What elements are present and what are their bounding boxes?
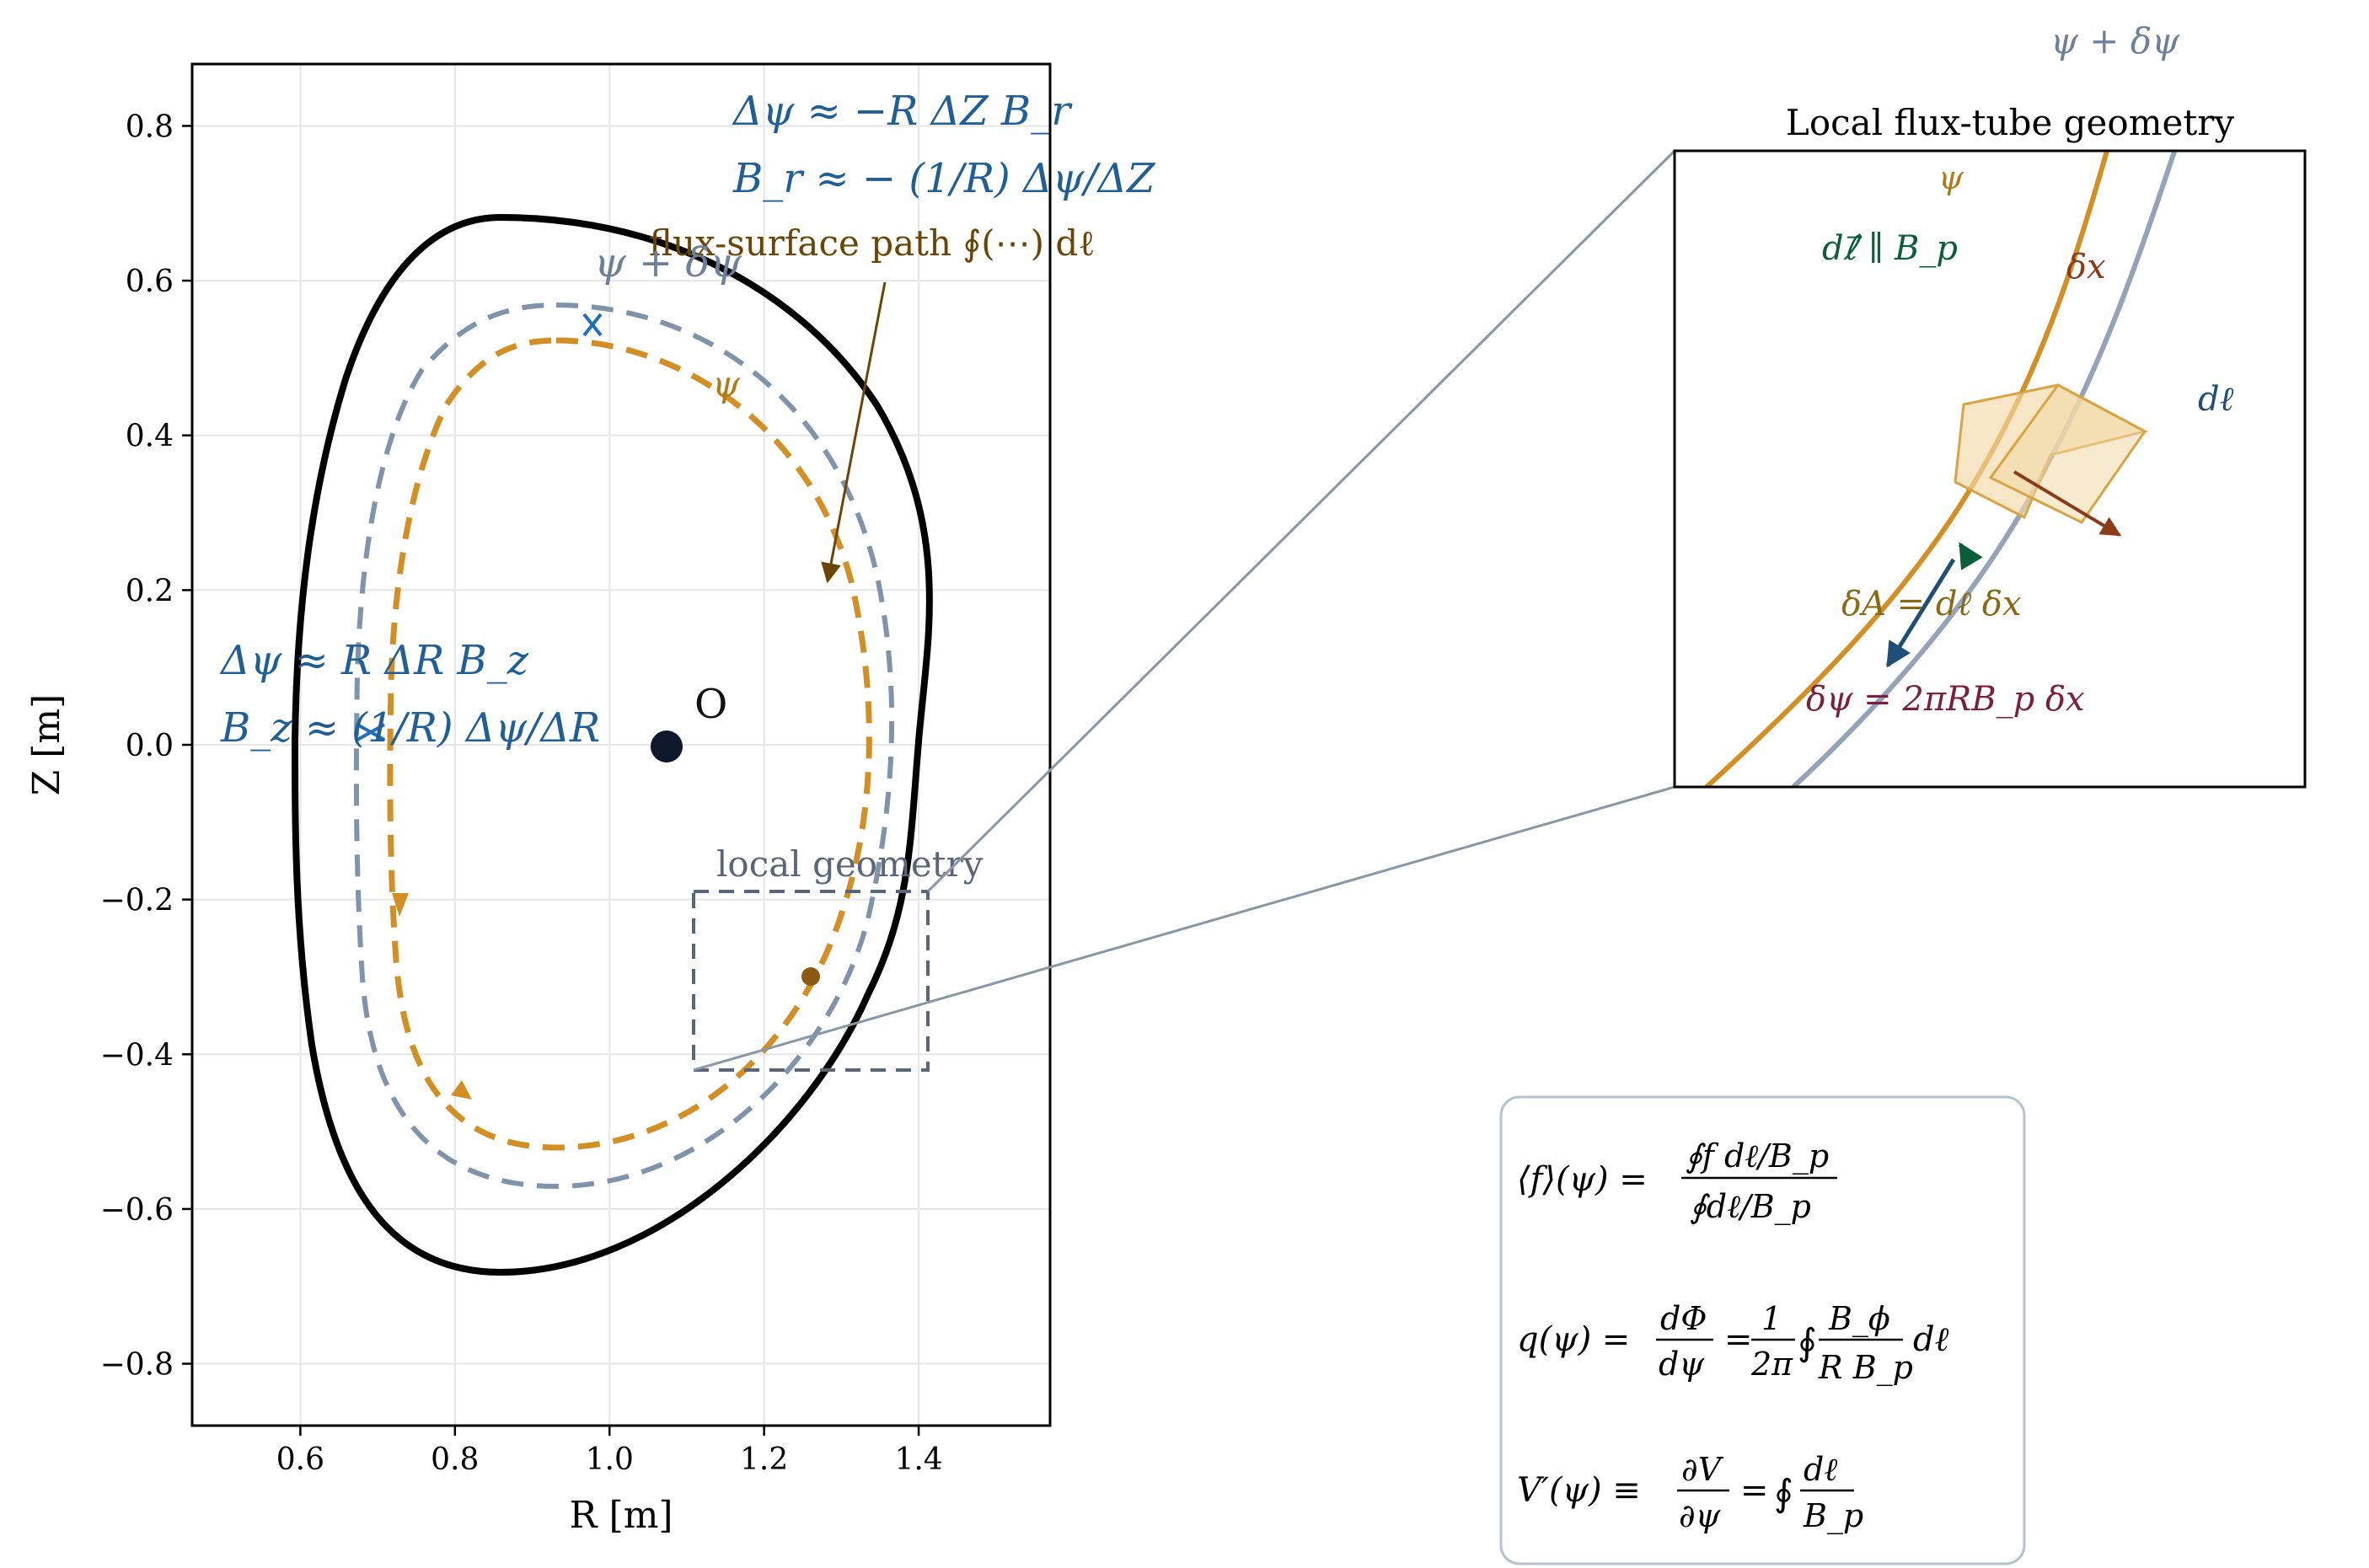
inset-label-area: δA = dℓ δx	[1841, 585, 2022, 623]
svg-text:dψ: dψ	[1659, 1346, 1705, 1383]
y-tick-label: 0.2	[126, 574, 174, 608]
path-annotation-label: flux-surface path ∮(⋯) dℓ	[649, 222, 1095, 264]
svg-text:q(ψ) =: q(ψ) =	[1517, 1320, 1630, 1359]
y-axis-label: Z [m]	[25, 694, 68, 796]
inset-frame	[1673, 149, 2307, 789]
inset-label-dpsi: δψ = 2πRB_p δx	[1806, 680, 2085, 719]
svg-text:dΦ: dΦ	[1660, 1300, 1707, 1337]
inset-label-dl: dℓ	[2198, 380, 2234, 419]
svg-text:dℓ: dℓ	[1804, 1451, 1837, 1488]
svg-text:1: 1	[1761, 1300, 1782, 1337]
x-axis-label: R [m]	[569, 1494, 673, 1537]
flow-arrow-bottom-left	[451, 1080, 472, 1100]
inset-label-psi: ψ	[1938, 159, 1964, 196]
label-psi-plus-main: ψ + δψ	[594, 239, 742, 286]
svg-text:=: =	[1724, 1320, 1753, 1359]
plasma-boundary	[291, 213, 933, 1276]
svg-text:∮: ∮	[1798, 1321, 1817, 1364]
x-tick-label: 1.2	[740, 1442, 788, 1477]
svg-text:2π: 2π	[1750, 1346, 1793, 1383]
formula-box: ⟨f⟩(ψ) = ∮f dℓ/B_p ∮dℓ/B_p q(ψ) = dΦ dψ …	[1499, 1095, 2026, 1565]
left-equation-2: B_z ≈ (1/R) Δψ/ΔR	[220, 704, 600, 752]
left-equation-1: Δψ ≈ R ΔR B_z	[219, 637, 529, 684]
connector-top	[926, 149, 1676, 893]
inset-panel: Local flux-tube geometry ψ + δψ ψ dℓ⃗ ∥ …	[1673, 20, 2307, 789]
formula-box-frame	[1499, 1095, 2026, 1565]
formula-safety-factor: q(ψ) = dΦ dψ = 1 2π ∮ B_ϕ R B_p dℓ	[1517, 1300, 1949, 1387]
y-tick-label: −0.4	[100, 1038, 174, 1073]
svg-text:∂V: ∂V	[1681, 1451, 1724, 1488]
y-tick-label: 0.4	[126, 420, 174, 454]
flow-arrow-left	[392, 893, 409, 917]
cross-marker-left	[356, 723, 385, 741]
top-equation-2: B_r ≈ − (1/R) Δψ/ΔZ	[732, 155, 1156, 202]
y-tick-label: 0.6	[126, 265, 174, 299]
dl-arrow	[1885, 558, 1956, 668]
y-tick-label: 0.8	[126, 110, 174, 144]
svg-text:dℓ: dℓ	[1913, 1320, 1949, 1359]
svg-text:∮: ∮	[1774, 1472, 1793, 1515]
svg-text:R B_p: R B_p	[1818, 1349, 1913, 1387]
inset-label-psi-plus: ψ + δψ	[2050, 20, 2180, 62]
formula-flux-average: ⟨f⟩(ψ) = ∮f dℓ/B_p ∮dℓ/B_p	[1517, 1137, 1837, 1226]
inset-label-dl-parallel: dℓ⃗ ∥ B_p	[1822, 229, 1958, 268]
magnetic-axis-point	[651, 730, 683, 763]
area-element-patch	[1988, 383, 2147, 524]
cross-marker-top	[582, 313, 603, 337]
surface-point	[801, 967, 820, 986]
svg-text:∂ψ: ∂ψ	[1679, 1497, 1722, 1534]
axis-point-label: O	[694, 681, 727, 728]
svg-text:V′(ψ) ≡: V′(ψ) ≡	[1517, 1471, 1641, 1510]
connector-bottom	[693, 785, 1675, 1072]
main-plot: O local geometry flux-surface path ∮(⋯) …	[25, 62, 1156, 1537]
top-equation-1: Δψ ≈ −R ΔZ B_r	[732, 88, 1073, 135]
y-tick-label: 0.0	[126, 729, 174, 763]
svg-text:=: =	[1740, 1471, 1769, 1510]
label-psi-main: ψ	[712, 363, 741, 404]
y-ticks: 0.8 0.6 0.4 0.2 0.0 −0.2 −0.4 −0.6 −0.8	[100, 110, 192, 1383]
x-tick-label: 0.6	[276, 1442, 324, 1477]
bp-arrow	[1958, 542, 1983, 570]
local-geometry-label: local geometry	[716, 843, 984, 885]
inset-title: Local flux-tube geometry	[1786, 102, 2234, 143]
inset-label-dx: δx	[2066, 248, 2106, 286]
x-tick-label: 1.0	[586, 1442, 634, 1477]
x-ticks: 0.6 0.8 1.0 1.2 1.4	[276, 1426, 943, 1477]
y-tick-label: −0.8	[100, 1348, 174, 1383]
svg-text:∮f dℓ/B_p: ∮f dℓ/B_p	[1686, 1137, 1829, 1175]
local-geometry-box	[692, 890, 930, 1072]
svg-text:∮dℓ/B_p: ∮dℓ/B_p	[1690, 1188, 1811, 1226]
x-tick-label: 0.8	[431, 1442, 479, 1477]
y-tick-label: −0.2	[100, 884, 174, 918]
y-tick-label: −0.6	[100, 1193, 174, 1228]
inner-flux-surface	[387, 337, 872, 1151]
svg-text:⟨f⟩(ψ) =: ⟨f⟩(ψ) =	[1517, 1160, 1648, 1199]
x-tick-label: 1.4	[894, 1442, 942, 1477]
outer-flux-surface	[353, 302, 895, 1190]
svg-text:B_p: B_p	[1803, 1497, 1863, 1535]
formula-volume-derivative: V′(ψ) ≡ ∂V ∂ψ = ∮ dℓ B_p	[1517, 1451, 1863, 1535]
dx-arrow	[2013, 470, 2122, 537]
path-annotation-arrow	[821, 281, 887, 584]
svg-text:B_ϕ: B_ϕ	[1828, 1300, 1890, 1338]
